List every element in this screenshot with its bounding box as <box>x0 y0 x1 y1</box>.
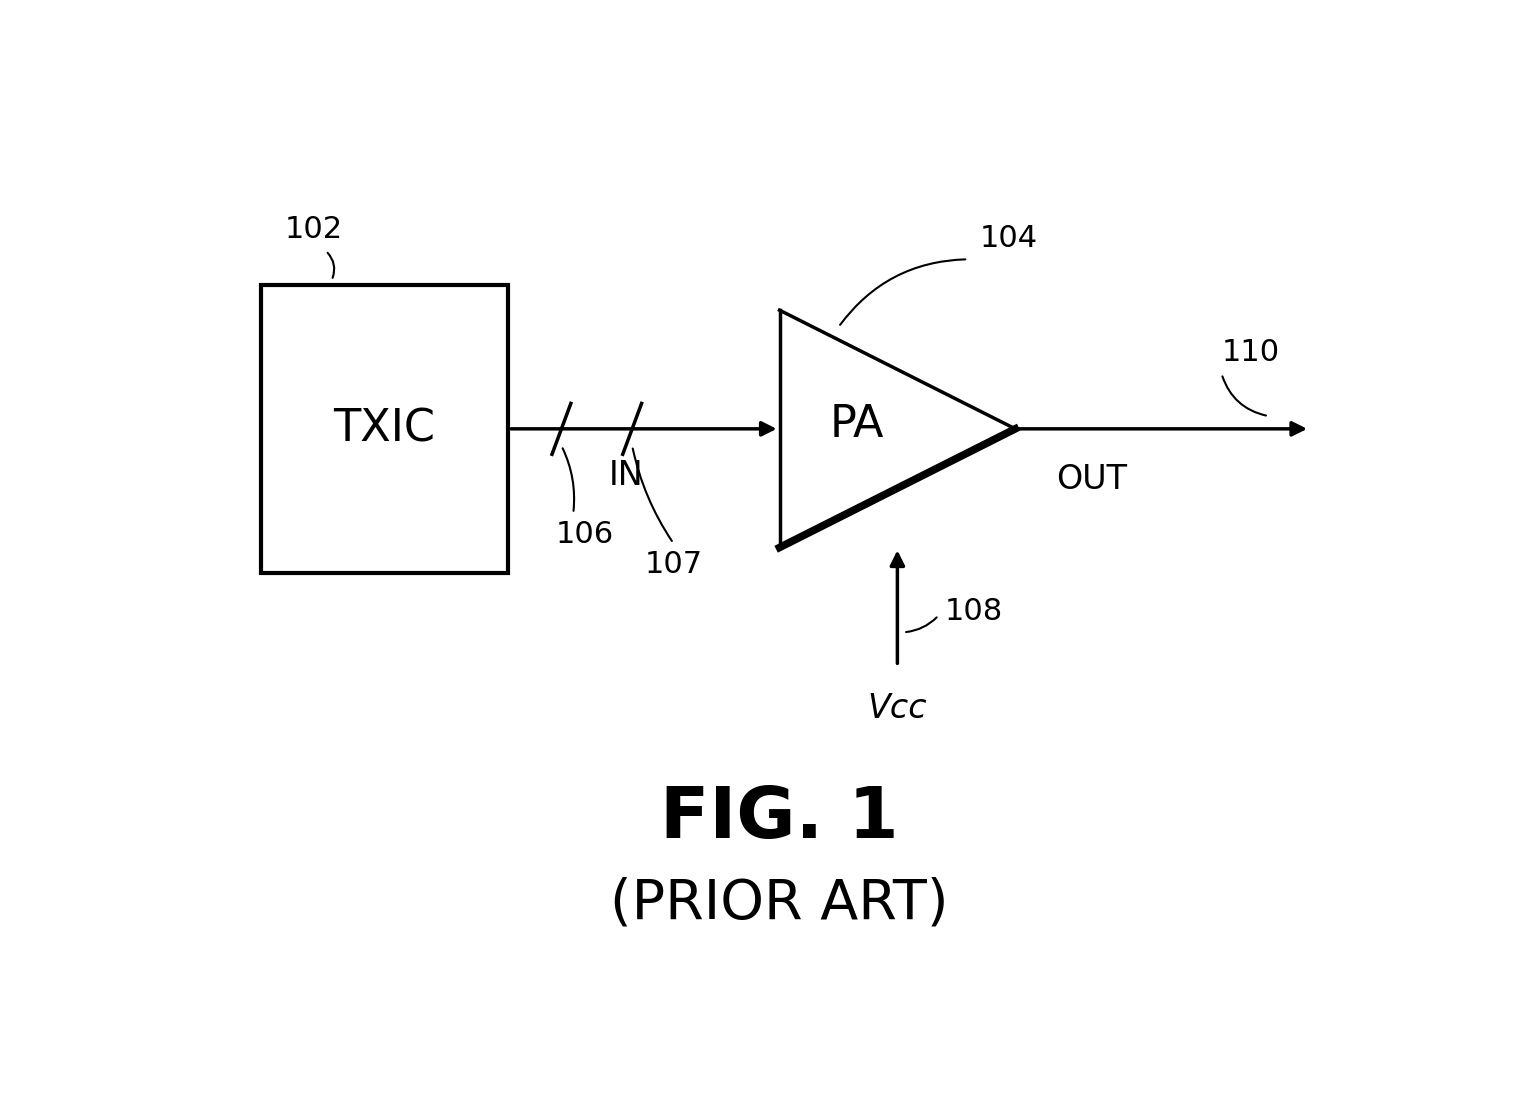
Text: 104: 104 <box>980 224 1037 252</box>
Text: (PRIOR ART): (PRIOR ART) <box>610 876 949 930</box>
Text: OUT: OUT <box>1057 464 1127 497</box>
Text: IN: IN <box>608 459 643 492</box>
Text: 106: 106 <box>555 521 613 549</box>
Text: 108: 108 <box>945 597 1002 625</box>
Text: 107: 107 <box>645 550 703 579</box>
Text: TXIC: TXIC <box>333 407 435 450</box>
Text: 102: 102 <box>284 215 342 244</box>
Text: Vcc: Vcc <box>867 693 928 726</box>
Text: FIG. 1: FIG. 1 <box>660 784 899 853</box>
Bar <box>262 285 508 573</box>
Text: PA: PA <box>830 403 885 446</box>
Text: 110: 110 <box>1221 338 1279 367</box>
